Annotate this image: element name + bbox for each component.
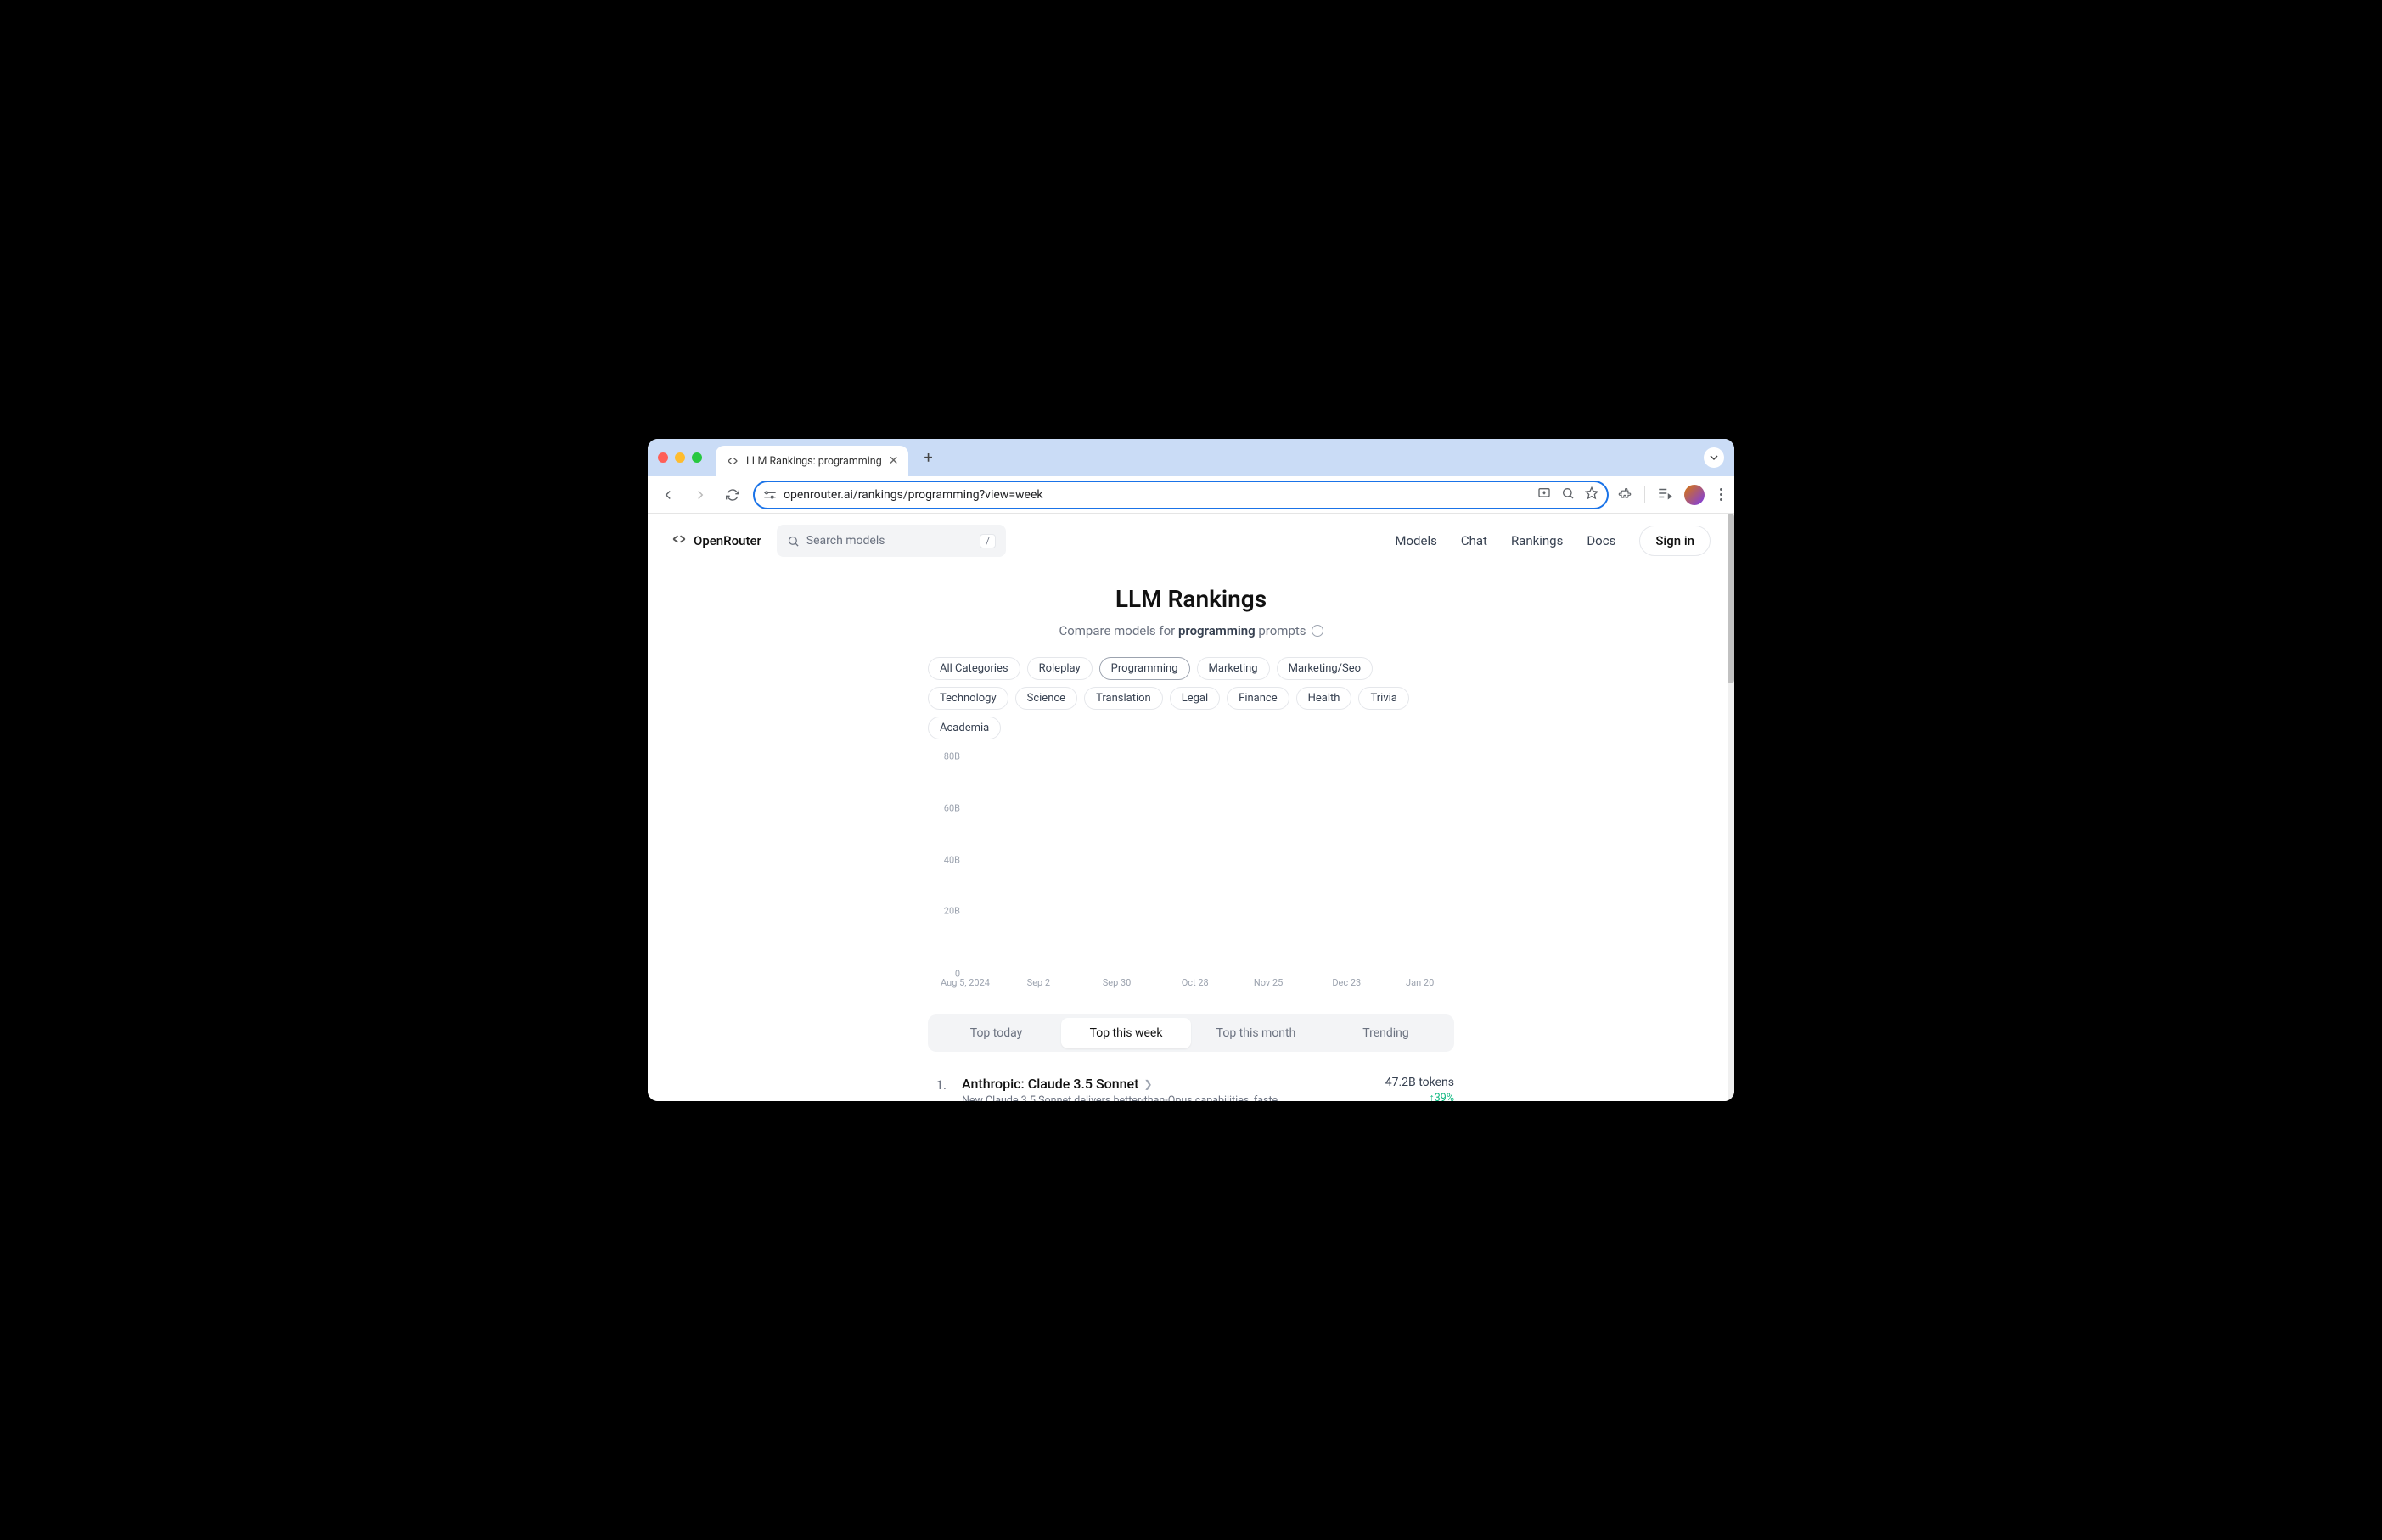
install-app-icon[interactable] bbox=[1537, 486, 1551, 503]
browser-tab[interactable]: LLM Rankings: programming ✕ bbox=[716, 446, 908, 476]
tab-favicon-icon bbox=[726, 454, 739, 468]
category-trivia[interactable]: Trivia bbox=[1358, 687, 1408, 710]
nav-links: Models Chat Rankings Docs Sign in bbox=[1395, 526, 1711, 556]
category-pills: All Categories Roleplay Programming Marketi… bbox=[928, 657, 1454, 739]
ranking-row: 1. Anthropic: Claude 3.5 Sonnet ❯ New Cl… bbox=[928, 1067, 1454, 1101]
url-text: openrouter.ai/rankings/programming?view=… bbox=[784, 488, 1531, 502]
y-axis: 80B60B40B20B0 bbox=[928, 756, 960, 974]
brand-logo[interactable]: OpenRouter bbox=[671, 531, 761, 550]
site-settings-icon[interactable] bbox=[763, 488, 777, 502]
browser-menu-icon[interactable] bbox=[1716, 485, 1726, 504]
forward-button[interactable] bbox=[688, 483, 712, 507]
time-tab-top-this-month[interactable]: Top this month bbox=[1191, 1018, 1321, 1048]
chart-plot bbox=[965, 756, 1454, 974]
category-legal[interactable]: Legal bbox=[1170, 687, 1220, 710]
rank-change: ↑39% bbox=[1385, 1092, 1454, 1101]
main-content: LLM Rankings Compare models for programm… bbox=[911, 585, 1471, 1101]
brand-name: OpenRouter bbox=[694, 533, 761, 548]
usage-chart: 80B60B40B20B0 Aug 5, 2024Sep 2Sep 30Oct … bbox=[928, 756, 1454, 994]
extension-area bbox=[1617, 485, 1726, 505]
nav-docs[interactable]: Docs bbox=[1587, 533, 1615, 548]
page-content: OpenRouter Search models / Models Chat Ran… bbox=[648, 514, 1734, 1101]
category-health[interactable]: Health bbox=[1296, 687, 1352, 710]
new-tab-button[interactable]: + bbox=[917, 446, 939, 470]
extensions-icon[interactable] bbox=[1617, 486, 1632, 504]
bookmark-icon[interactable] bbox=[1585, 486, 1598, 503]
category-roleplay[interactable]: Roleplay bbox=[1027, 657, 1093, 680]
category-marketing-seo[interactable]: Marketing/Seo bbox=[1277, 657, 1373, 680]
tab-title: LLM Rankings: programming bbox=[746, 455, 882, 468]
browser-window: LLM Rankings: programming ✕ + openrouter… bbox=[648, 439, 1734, 1101]
chevron-right-icon: ❯ bbox=[1143, 1078, 1152, 1090]
info-icon[interactable]: i bbox=[1312, 625, 1323, 637]
tab-overflow-icon[interactable] bbox=[1704, 447, 1724, 468]
rankings-list: 1. Anthropic: Claude 3.5 Sonnet ❯ New Cl… bbox=[928, 1067, 1454, 1101]
page-subtitle: Compare models for programming prompts i bbox=[928, 623, 1454, 638]
search-icon bbox=[787, 535, 800, 548]
rank-tokens: 47.2B tokens bbox=[1385, 1076, 1454, 1089]
close-window[interactable] bbox=[658, 452, 668, 463]
reload-button[interactable] bbox=[721, 483, 744, 507]
category-programming[interactable]: Programming bbox=[1099, 657, 1190, 680]
time-range-tabs: Top todayTop this weekTop this monthTren… bbox=[928, 1014, 1454, 1052]
playlist-icon[interactable] bbox=[1657, 486, 1672, 504]
window-controls bbox=[658, 452, 702, 463]
site-header: OpenRouter Search models / Models Chat Ran… bbox=[648, 514, 1734, 568]
tab-bar: LLM Rankings: programming ✕ + bbox=[648, 439, 1734, 476]
category-all-categories[interactable]: All Categories bbox=[928, 657, 1020, 680]
time-tab-trending[interactable]: Trending bbox=[1321, 1018, 1451, 1048]
search-shortcut: / bbox=[980, 534, 996, 548]
page-title: LLM Rankings bbox=[928, 585, 1454, 613]
time-tab-top-today[interactable]: Top today bbox=[931, 1018, 1061, 1048]
close-tab-icon[interactable]: ✕ bbox=[889, 454, 899, 468]
minimize-window[interactable] bbox=[675, 452, 685, 463]
nav-models[interactable]: Models bbox=[1395, 533, 1436, 548]
category-science[interactable]: Science bbox=[1015, 687, 1077, 710]
rank-title[interactable]: Anthropic: Claude 3.5 Sonnet ❯ bbox=[962, 1076, 1370, 1092]
browser-toolbar: openrouter.ai/rankings/programming?view=… bbox=[648, 476, 1734, 514]
toolbar-divider bbox=[1644, 486, 1645, 503]
profile-avatar[interactable] bbox=[1684, 485, 1705, 505]
category-technology[interactable]: Technology bbox=[928, 687, 1008, 710]
search-placeholder: Search models bbox=[806, 534, 885, 548]
sign-in-button[interactable]: Sign in bbox=[1639, 526, 1711, 556]
nav-chat[interactable]: Chat bbox=[1461, 533, 1487, 548]
address-bar[interactable]: openrouter.ai/rankings/programming?view=… bbox=[753, 481, 1609, 509]
brand-icon bbox=[671, 531, 687, 550]
x-axis: Aug 5, 2024Sep 2Sep 30Oct 28Nov 25Dec 23… bbox=[965, 977, 1454, 994]
nav-rankings[interactable]: Rankings bbox=[1511, 533, 1563, 548]
category-academia[interactable]: Academia bbox=[928, 717, 1001, 739]
rank-description: New Claude 3.5 Sonnet delivers better-th… bbox=[962, 1094, 1370, 1101]
back-button[interactable] bbox=[656, 483, 680, 507]
search-input[interactable]: Search models / bbox=[777, 525, 1006, 557]
category-translation[interactable]: Translation bbox=[1084, 687, 1163, 710]
maximize-window[interactable] bbox=[692, 452, 702, 463]
rank-number: 1. bbox=[928, 1076, 947, 1093]
category-finance[interactable]: Finance bbox=[1227, 687, 1289, 710]
scrollbar[interactable] bbox=[1728, 514, 1734, 1101]
category-marketing[interactable]: Marketing bbox=[1197, 657, 1270, 680]
zoom-icon[interactable] bbox=[1561, 486, 1575, 503]
address-actions bbox=[1537, 486, 1598, 503]
time-tab-top-this-week[interactable]: Top this week bbox=[1061, 1018, 1191, 1048]
